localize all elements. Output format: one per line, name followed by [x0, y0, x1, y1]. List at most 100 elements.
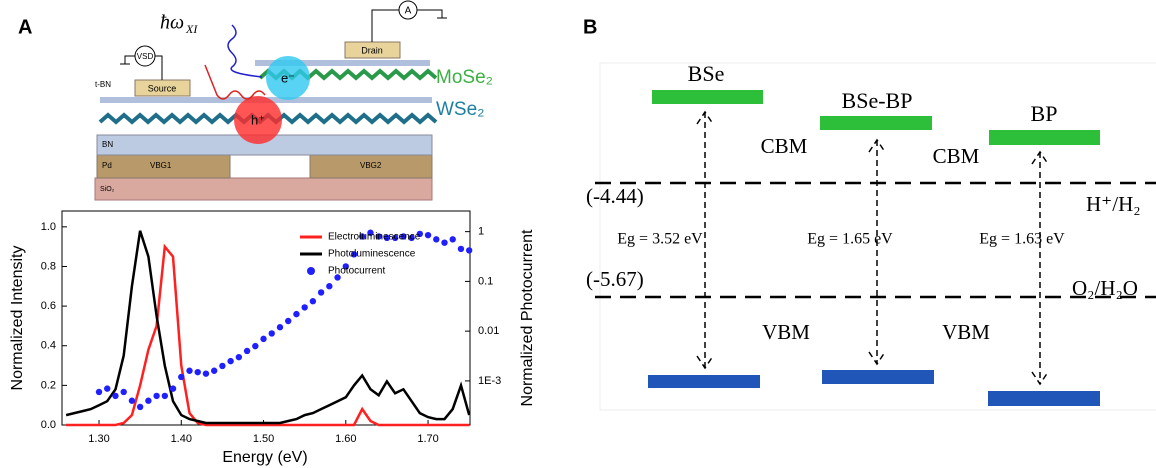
wse2-label: WSe₂ [436, 99, 485, 120]
band-diagram: BSe BSe-BP BP CBM CBM VBM VBM (-4.44) H⁺… [586, 61, 1156, 411]
vbm-label: VBM [942, 320, 990, 344]
vbm-label: VBM [762, 320, 810, 344]
x-axis-label: Energy (eV) [222, 449, 307, 466]
photocurrent-point [243, 347, 251, 355]
photocurrent-point [449, 236, 456, 243]
x-tick-label: 1.50 [253, 433, 274, 445]
hole-label: h⁺ [251, 112, 265, 127]
photocurrent-point [326, 283, 333, 290]
legend-label: Photocurrent [328, 266, 385, 277]
photocurrent-point [465, 247, 473, 254]
diagram-frame [599, 62, 1156, 411]
photocurrent-point [408, 234, 415, 242]
x-tick-label: 1.40 [171, 433, 192, 445]
photocurrent-point [293, 310, 300, 318]
vsd-wire [120, 55, 163, 80]
y2-tick-label: 1 [478, 226, 484, 238]
y-tick-label: 0.8 [41, 260, 56, 272]
photocurrent-point [260, 335, 267, 343]
photon-label: ħω [160, 12, 184, 34]
level-value: (-4.44) [586, 184, 644, 208]
ammeter-label: A [405, 6, 412, 17]
photocurrent-point [285, 317, 292, 325]
vbm-bar [988, 391, 1100, 406]
material-label: BSe [688, 61, 725, 86]
photocurrent-point [95, 388, 103, 396]
x-tick-label: 1.30 [88, 433, 109, 445]
photocurrent-point [194, 368, 201, 376]
photon-subscript: XI [185, 22, 198, 36]
legend-label: Photoluminescence [328, 249, 416, 260]
electron-glow [266, 56, 310, 100]
photocurrent-point [186, 367, 193, 374]
ammeter-wire [371, 9, 447, 42]
photocurrent-point [210, 367, 218, 374]
gap-label: Eg = 1.65 eV [807, 231, 893, 248]
photocurrent-point [441, 239, 448, 246]
photocurrent-point [391, 234, 399, 242]
photocurrent-point [128, 397, 136, 404]
vsd-label: VSD [137, 52, 154, 61]
sio2-label: SiO₂ [100, 186, 115, 193]
photocurrent-point [367, 229, 374, 236]
cbm-bar [989, 130, 1100, 145]
photocurrent-point [276, 324, 284, 331]
gap-label: Eg = 1.63 eV [979, 231, 1065, 248]
photocurrent-point [301, 304, 308, 311]
photocurrent-point [153, 392, 160, 400]
y2-axis-label: Normalized Photocurrent [519, 229, 536, 407]
source-label: Source [148, 83, 177, 93]
photocurrent-point [334, 274, 341, 281]
photocurrent-point [178, 373, 185, 381]
photocurrent-point [383, 234, 391, 242]
photocurrent-point [202, 370, 210, 377]
y-tick-label: 0.2 [41, 379, 56, 391]
photocurrent-point [136, 403, 144, 411]
photocurrent-point [268, 330, 275, 337]
electron-label: e⁻ [281, 70, 295, 85]
y-axis-label: Normalized Intensity [9, 246, 26, 391]
y2-tick-label: 0.01 [478, 325, 499, 337]
photocurrent-point [120, 388, 127, 396]
x-tick-label: 1.60 [335, 433, 356, 445]
photocurrent-point [227, 357, 234, 365]
photocurrent-point [350, 251, 358, 258]
gap-arrows [696, 110, 1049, 386]
top-bn [255, 60, 430, 66]
photocurrent-point [424, 231, 432, 239]
level-couple: H⁺/H₂ [1086, 192, 1141, 216]
photocurrent-point [219, 362, 226, 370]
series-line [65, 230, 471, 425]
photon-out [204, 64, 266, 100]
photocurrent-point [145, 397, 152, 404]
mose2-label: MoSe₂ [436, 67, 493, 88]
photocurrent-point [317, 289, 325, 296]
vbg1-label: VBG1 [150, 161, 172, 170]
photocurrent-point [309, 298, 317, 305]
bn-label: BN [102, 140, 113, 149]
photocurrent-point [169, 385, 177, 392]
photocurrent-point [359, 233, 366, 240]
cbm-label: CBM [933, 144, 980, 168]
hole-glow [234, 96, 282, 144]
cbm-bar [652, 90, 763, 104]
y-tick-label: 0.4 [41, 340, 56, 352]
photocurrent-point [252, 342, 259, 350]
y-tick-label: 1.0 [41, 221, 56, 233]
photocurrent-point [416, 230, 424, 238]
x-tick-label: 1.70 [417, 433, 438, 445]
gap-label: Eg = 3.52 eV [617, 231, 703, 248]
legend-swatch [307, 267, 315, 275]
series-line [66, 243, 470, 427]
drain-label: Drain [361, 45, 383, 55]
tbn-label: t-BN [95, 80, 111, 89]
vbg2-label: VBG2 [360, 161, 382, 170]
photocurrent-point [112, 392, 119, 400]
panel-label: A [18, 16, 32, 38]
cbm-bar [820, 116, 932, 130]
level-couple: O₂/H₂O [1072, 276, 1138, 300]
pd-label: Pd [102, 161, 112, 170]
photocurrent-point [457, 245, 465, 253]
cbm-label: CBM [761, 134, 808, 158]
